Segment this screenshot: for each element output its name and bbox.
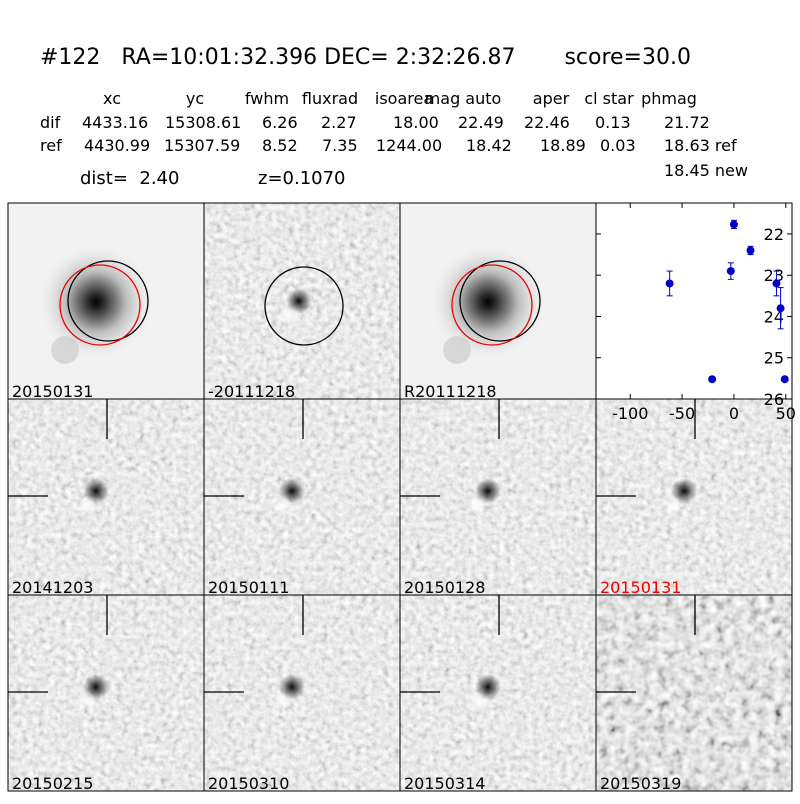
point — [665, 279, 674, 288]
residual — [76, 495, 96, 515]
cell: 1244.00 — [376, 136, 442, 155]
panel-label: 20150319 — [600, 774, 681, 793]
image-panel: -20111218 — [203, 202, 401, 401]
aperture — [451, 264, 533, 346]
galaxy — [428, 242, 548, 362]
cell: 2.27 — [321, 113, 357, 132]
cell: 0.03 — [600, 136, 636, 155]
extra-mag: 18.45 new — [664, 161, 748, 180]
plot-area — [595, 202, 793, 400]
panel-label: -20111218 — [208, 382, 295, 401]
panel-label: 20150215 — [12, 774, 93, 793]
residual — [664, 495, 684, 515]
image-panel: 20150310 — [203, 594, 401, 793]
cell: dif — [40, 113, 61, 132]
cell: 18.63 ref — [664, 136, 737, 155]
y-tick-label: 24 — [764, 307, 784, 326]
title: #122 RA=10:01:32.396 DEC= 2:32:26.87 sco… — [40, 45, 691, 70]
image-panel: 20150215 — [7, 594, 205, 793]
residual — [272, 691, 292, 711]
cell: 8.52 — [262, 136, 298, 155]
point — [776, 304, 785, 313]
cell: 22.49 — [458, 113, 504, 132]
column-header: mag auto — [425, 89, 502, 108]
x-tick-label: 0 — [729, 404, 739, 423]
cell: 6.26 — [262, 113, 298, 132]
panel-label: 20141203 — [12, 578, 93, 597]
aperture — [264, 266, 344, 346]
panel-label: 20150314 — [404, 774, 485, 793]
panel-label: 20150131 — [12, 382, 93, 401]
point — [780, 375, 789, 384]
cell: 18.42 — [466, 136, 512, 155]
residual — [468, 495, 488, 515]
galaxy — [51, 336, 79, 364]
column-header: cl star — [584, 89, 634, 108]
cell: 18.00 — [393, 113, 439, 132]
y-tick-label: 22 — [764, 225, 784, 244]
cell: 7.35 — [322, 136, 358, 155]
y-tick-label: 25 — [764, 349, 784, 368]
column-header: xc — [103, 89, 121, 108]
image — [596, 595, 792, 791]
cell: 4433.16 — [82, 113, 148, 132]
panel-label: R20111218 — [404, 382, 497, 401]
redshift: z=0.1070 — [258, 168, 346, 189]
point — [708, 375, 717, 384]
y-tick-label: 26 — [764, 390, 784, 409]
cell: 22.46 — [524, 113, 570, 132]
cell: 21.72 — [664, 113, 710, 132]
column-header: fwhm — [245, 89, 289, 108]
cell: 18.89 — [540, 136, 586, 155]
aperture — [459, 260, 541, 342]
point — [729, 220, 738, 229]
panel-label: 20150128 — [404, 578, 485, 597]
cell: 15307.59 — [164, 136, 240, 155]
column-header: yc — [186, 89, 204, 108]
image-panel: 20150111 — [203, 398, 401, 597]
image-panel: R20111218 — [399, 202, 597, 401]
column-header: fluxrad — [302, 89, 358, 108]
point — [772, 279, 781, 288]
cell: 15308.61 — [165, 113, 241, 132]
point — [726, 267, 735, 276]
panel-border — [595, 594, 793, 792]
panel-label: 20150111 — [208, 578, 289, 597]
galaxy — [36, 242, 156, 362]
panel-label: 20150310 — [208, 774, 289, 793]
panel-label: 20150131 — [600, 578, 681, 597]
x-tick-label: -100 — [612, 404, 648, 423]
image-panel: 20150314 — [399, 594, 597, 793]
x-tick-label: -50 — [669, 404, 695, 423]
residual — [272, 495, 292, 515]
residual — [468, 691, 488, 711]
image-panel: 20150128 — [399, 398, 597, 597]
x-tick-label: 50 — [776, 404, 796, 423]
point — [746, 246, 755, 255]
column-header: phmag — [641, 89, 697, 108]
residual — [279, 305, 299, 325]
column-header: aper — [533, 89, 570, 108]
residual — [76, 691, 96, 711]
dist: dist= 2.40 — [80, 168, 179, 189]
galaxy — [443, 336, 471, 364]
cell: 0.13 — [595, 113, 631, 132]
image-panel: 20150131 — [595, 398, 793, 597]
cell: 4430.99 — [84, 136, 150, 155]
aperture — [67, 260, 149, 342]
image-panel: 20141203 — [7, 398, 205, 597]
image-panel: 20150319 — [595, 594, 793, 793]
column-header: isoarea — [375, 89, 433, 108]
cell: ref — [40, 136, 62, 155]
aperture — [59, 264, 141, 346]
image-panel: 20150131 — [7, 202, 205, 401]
